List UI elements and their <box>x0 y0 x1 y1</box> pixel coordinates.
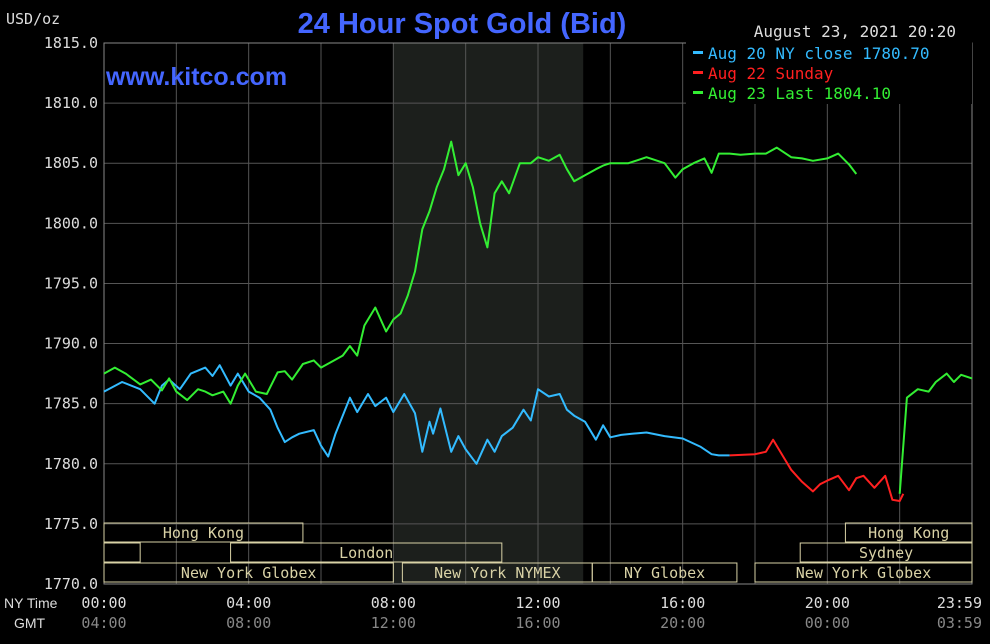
x-tick-label-ny: 08:00 <box>371 594 416 612</box>
y-axis-unit: USD/oz <box>6 10 60 28</box>
x-tick-label-gmt: 20:00 <box>660 614 705 632</box>
series-line-1 <box>103 364 730 465</box>
x-axis-ticks: 00:00 04:00 08:00 12:00 16:00 20:00 23:59 04:00… <box>81 594 982 632</box>
legend-marker-3 <box>693 91 703 94</box>
x-tick-label-ny: 04:00 <box>226 594 271 612</box>
series-line-2 <box>729 438 905 502</box>
shaded-region <box>393 43 584 584</box>
session-label: New York Globex <box>181 564 316 582</box>
y-tick-label: 1780.0 <box>44 455 98 473</box>
session-label: New York Globex <box>796 564 931 582</box>
session-label: Hong Kong <box>868 524 949 542</box>
x-tick-label-gmt: 04:00 <box>81 614 126 632</box>
plot-frame <box>103 42 973 585</box>
session-label: NY Globex <box>624 564 705 582</box>
x-tick-label-ny: 00:00 <box>81 594 126 612</box>
ny-time-label: NY Time <box>4 595 58 611</box>
legend: Aug 20 NY close 1780.70 Aug 22 Sunday Au… <box>686 42 972 104</box>
x-tick-label-ny: 23:59 <box>937 594 982 612</box>
watermark: www.kitco.com <box>105 63 287 91</box>
session-box <box>103 542 141 563</box>
legend-marker-1 <box>693 51 703 54</box>
timestamp: August 23, 2021 20:20 <box>754 22 956 41</box>
x-tick-label-gmt: 16:00 <box>515 614 560 632</box>
x-tick-label-gmt: 08:00 <box>226 614 271 632</box>
x-tick-label-ny: 12:00 <box>515 594 560 612</box>
session-box <box>844 522 973 543</box>
series-line-3 <box>103 140 858 405</box>
y-tick-label: 1805.0 <box>44 154 98 172</box>
session-box <box>103 522 304 543</box>
legend-entry-2: Aug 22 Sunday <box>708 64 834 83</box>
session-box <box>799 542 973 563</box>
legend-entry-3: Aug 23 Last 1804.10 <box>708 84 891 103</box>
session-box <box>230 542 503 563</box>
y-tick-label: 1810.0 <box>44 94 98 112</box>
y-tick-label: 1795.0 <box>44 274 98 292</box>
shaded-session-region <box>393 43 584 584</box>
y-tick-label: 1770.0 <box>44 575 98 593</box>
legend-entry-1: Aug 20 NY close 1780.70 <box>708 44 930 63</box>
x-tick-label-gmt: 03:59 <box>937 614 982 632</box>
session-label: Sydney <box>859 544 913 562</box>
y-tick-label: 1800.0 <box>44 214 98 232</box>
trading-sessions: Hong Kong London New York Globex New York N… <box>103 522 973 583</box>
series-line-3-continuation <box>898 372 973 494</box>
gmt-label: GMT <box>14 615 46 631</box>
session-label: New York NYMEX <box>434 564 560 582</box>
grid <box>103 42 973 585</box>
x-tick-label-ny: 16:00 <box>660 594 705 612</box>
x-tick-label-gmt: 00:00 <box>805 614 850 632</box>
legend-box <box>686 42 972 104</box>
x-tick-label-ny: 20:00 <box>805 594 850 612</box>
y-tick-label: 1815.0 <box>44 34 98 52</box>
session-box <box>591 562 738 583</box>
y-tick-label: 1790.0 <box>44 335 98 353</box>
chart-title: 24 Hour Spot Gold (Bid) <box>298 8 627 40</box>
legend-marker-2 <box>693 71 703 74</box>
y-axis-ticks: 1815.0 1810.0 1805.0 1800.0 1795.0 1790.0 1785… <box>44 34 98 593</box>
price-series <box>103 140 973 502</box>
session-box <box>103 562 394 583</box>
session-box <box>754 562 973 583</box>
session-label: Hong Kong <box>163 524 244 542</box>
session-label: London <box>339 544 393 562</box>
y-tick-label: 1785.0 <box>44 395 98 413</box>
x-tick-label-gmt: 12:00 <box>371 614 416 632</box>
y-tick-label: 1775.0 <box>44 515 98 533</box>
